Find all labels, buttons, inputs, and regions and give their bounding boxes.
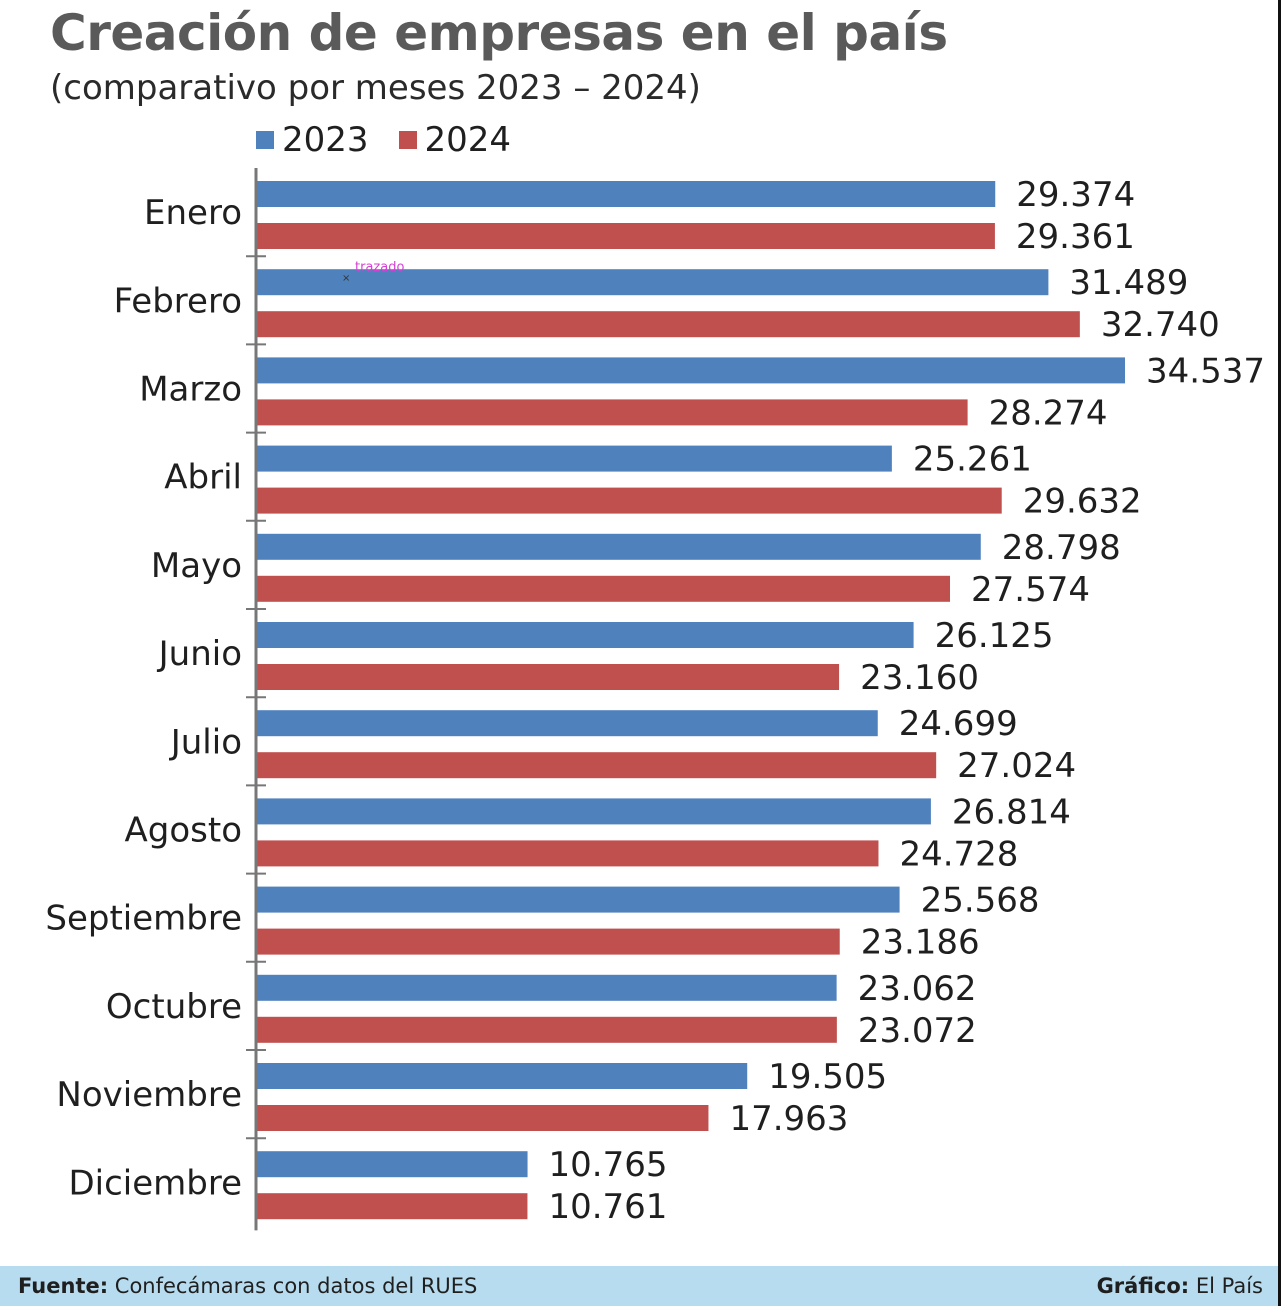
bar-enero-2024 xyxy=(257,223,995,249)
value-label-mayo-2023: 28.798 xyxy=(1002,528,1121,568)
bar-julio-2023 xyxy=(257,710,878,737)
bar-agosto-2024 xyxy=(257,840,879,867)
bar-octubre-2024 xyxy=(257,1016,837,1043)
category-label-noviembre: Noviembre xyxy=(56,1075,242,1115)
value-label-marzo-2024: 28.274 xyxy=(989,393,1108,433)
value-label-junio-2024: 23.160 xyxy=(860,658,979,698)
value-label-noviembre-2024: 17.963 xyxy=(729,1099,848,1139)
legend-label-2023: 2023 xyxy=(282,120,369,160)
value-label-diciembre-2024: 10.761 xyxy=(548,1187,667,1227)
legend-item-2023: 2023 xyxy=(256,120,369,160)
value-label-enero-2023: 29.374 xyxy=(1016,175,1135,215)
bar-septiembre-2023 xyxy=(257,886,900,913)
bar-julio-2024 xyxy=(257,752,937,779)
value-label-agosto-2023: 26.814 xyxy=(952,792,1071,832)
category-label-diciembre: Diciembre xyxy=(68,1163,242,1203)
value-label-julio-2024: 27.024 xyxy=(957,746,1076,786)
bar-mayo-2024 xyxy=(257,575,951,602)
source-text: Confecámaras con datos del RUES xyxy=(108,1274,478,1298)
bar-diciembre-2024 xyxy=(257,1193,528,1220)
legend-swatch-2024 xyxy=(398,131,417,149)
annotation-label: trazado xyxy=(355,260,404,275)
chart-subtitle: (comparativo por meses 2023 – 2024) xyxy=(50,68,701,108)
bar-febrero-2024 xyxy=(257,311,1080,338)
value-label-octubre-2024: 23.072 xyxy=(858,1011,977,1051)
value-label-febrero-2023: 31.489 xyxy=(1069,263,1188,303)
value-label-noviembre-2023: 19.505 xyxy=(768,1057,887,1097)
legend-item-2024: 2024 xyxy=(398,120,512,160)
credit-label: Gráfico: xyxy=(1096,1274,1190,1298)
credit-text: El País xyxy=(1189,1274,1263,1298)
category-label-mayo: Mayo xyxy=(151,546,242,586)
bar-mayo-2023 xyxy=(257,533,981,560)
bar-junio-2023 xyxy=(257,622,914,648)
category-label-febrero: Febrero xyxy=(114,281,242,321)
category-label-agosto: Agosto xyxy=(125,811,243,851)
legend-label-2024: 2024 xyxy=(424,120,512,160)
bar-agosto-2023 xyxy=(257,798,931,825)
bar-septiembre-2024 xyxy=(257,928,840,955)
bar-enero-2023 xyxy=(257,181,996,207)
category-label-marzo: Marzo xyxy=(139,370,242,410)
window-edge xyxy=(1278,0,1281,1306)
value-label-junio-2023: 26.125 xyxy=(935,616,1054,656)
category-label-septiembre: Septiembre xyxy=(45,899,242,939)
bar-abril-2024 xyxy=(257,487,1002,514)
value-label-marzo-2023: 34.537 xyxy=(1146,351,1265,391)
category-label-junio: Junio xyxy=(157,634,242,674)
category-label-abril: Abril xyxy=(164,458,242,498)
value-label-julio-2023: 24.699 xyxy=(899,704,1018,744)
value-label-octubre-2023: 23.062 xyxy=(858,969,977,1009)
source-label: Fuente: xyxy=(18,1274,109,1298)
bar-abril-2023 xyxy=(257,445,892,472)
credit-note: Gráfico: El País xyxy=(1097,1274,1263,1298)
category-label-octubre: Octubre xyxy=(106,987,242,1027)
bar-noviembre-2023 xyxy=(257,1063,748,1089)
value-label-mayo-2024: 27.574 xyxy=(971,570,1090,610)
bar-febrero-2023 xyxy=(257,269,1049,296)
source-note: Fuente: Confecámaras con datos del RUES xyxy=(18,1274,477,1298)
category-label-julio: Julio xyxy=(169,722,242,762)
bar-diciembre-2023 xyxy=(257,1151,528,1178)
category-label-enero: Enero xyxy=(144,193,242,233)
bar-noviembre-2024 xyxy=(257,1105,709,1131)
chart-title: Creación de empresas en el país xyxy=(50,4,948,62)
footer: Fuente: Confecámaras con datos del RUES … xyxy=(0,1266,1281,1306)
value-label-abril-2024: 29.632 xyxy=(1023,482,1142,522)
value-label-septiembre-2024: 23.186 xyxy=(861,923,980,963)
value-label-diciembre-2023: 10.765 xyxy=(549,1145,668,1185)
bar-marzo-2023 xyxy=(257,357,1125,384)
value-label-abril-2023: 25.261 xyxy=(913,440,1032,480)
bar-junio-2024 xyxy=(257,664,840,690)
bar-octubre-2023 xyxy=(257,974,837,1001)
bar-marzo-2024 xyxy=(257,399,968,426)
legend: 2023 2024 xyxy=(256,120,541,160)
value-label-septiembre-2023: 25.568 xyxy=(921,881,1040,921)
legend-swatch-2023 xyxy=(256,131,274,149)
value-label-agosto-2024: 24.728 xyxy=(899,834,1018,874)
value-label-febrero-2024: 32.740 xyxy=(1101,305,1220,345)
cursor-marker: × xyxy=(342,273,350,284)
value-label-enero-2024: 29.361 xyxy=(1016,217,1135,257)
